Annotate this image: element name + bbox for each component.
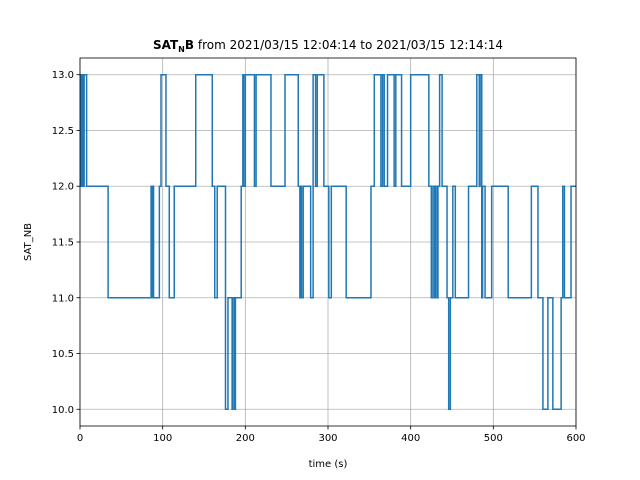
y-tick-label: 12.5 [52, 126, 74, 137]
x-tick-label: 400 [401, 433, 420, 444]
chart-title: SATNB from 2021/03/15 12:04:14 to 2021/0… [153, 38, 503, 54]
y-tick-label: 11.5 [52, 238, 74, 249]
x-tick-label: 200 [236, 433, 255, 444]
x-tick-label: 500 [484, 433, 503, 444]
chart-title-rest: from 2021/03/15 12:04:14 to 2021/03/15 1… [194, 38, 503, 52]
x-tick-label: 100 [153, 433, 172, 444]
x-axis-ticks: 0 100 200 300 400 500 600 [77, 426, 586, 444]
chart-title-bold-sub: N [178, 45, 185, 54]
x-tick-label: 300 [318, 433, 337, 444]
grid-lines [79, 58, 577, 426]
y-tick-label: 10.5 [52, 349, 74, 360]
y-tick-label: 12.0 [52, 182, 74, 193]
y-axis-label: SAT_NB [23, 223, 34, 261]
x-tick-label: 0 [77, 433, 83, 444]
chart-title-bold-main: SAT [153, 38, 179, 52]
series-line [80, 73, 576, 411]
y-tick-label: 13.0 [52, 70, 74, 81]
x-axis-label: time (s) [309, 459, 348, 470]
y-axis-ticks: 10.0 10.5 11.0 11.5 12.0 12.5 13.0 [52, 70, 80, 416]
chart-title-bold-tail: B [185, 38, 194, 52]
series-layer [80, 73, 576, 411]
x-tick-label: 600 [566, 433, 585, 444]
y-tick-label: 10.0 [52, 405, 74, 416]
y-tick-label: 11.0 [52, 293, 74, 304]
